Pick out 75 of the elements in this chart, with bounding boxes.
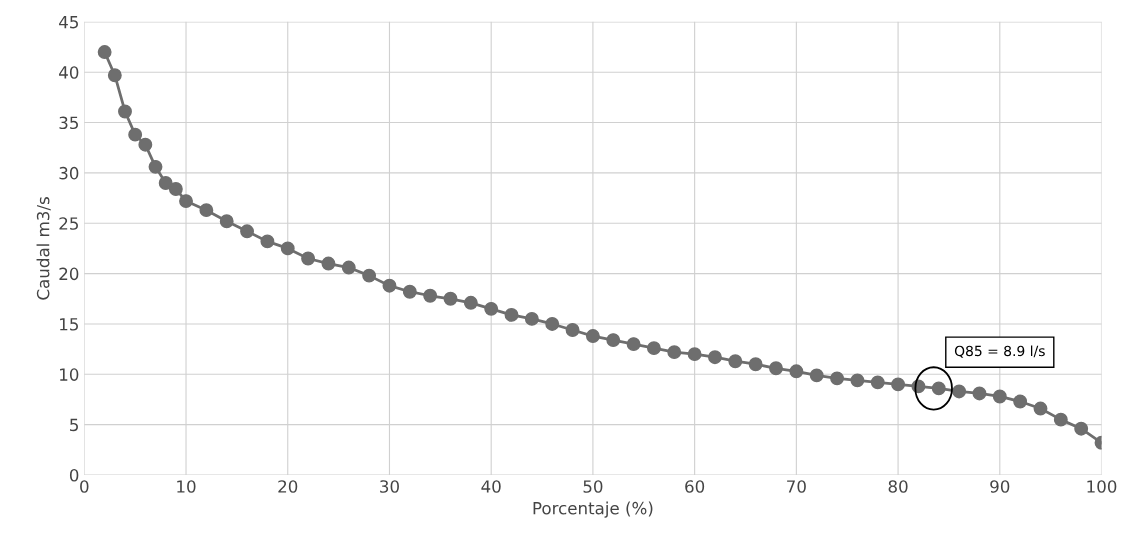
point bbox=[769, 361, 783, 376]
point bbox=[107, 68, 122, 83]
point bbox=[891, 377, 906, 392]
point bbox=[301, 251, 316, 266]
x-axis-title: Porcentaje (%) bbox=[533, 501, 653, 518]
point bbox=[626, 337, 641, 352]
point bbox=[504, 307, 519, 322]
point bbox=[687, 347, 702, 362]
point bbox=[168, 182, 183, 196]
point bbox=[972, 386, 987, 401]
point bbox=[423, 288, 438, 303]
point bbox=[545, 317, 560, 331]
point bbox=[1074, 421, 1089, 436]
point bbox=[830, 371, 844, 386]
y-tick-label: 15 bbox=[60, 318, 78, 331]
point bbox=[1053, 412, 1068, 427]
point bbox=[402, 284, 417, 299]
point bbox=[1033, 401, 1048, 416]
x-tick-label: 30 bbox=[380, 480, 399, 493]
y-axis-title: Caudal m3/s bbox=[36, 197, 51, 300]
point bbox=[199, 203, 214, 218]
x-tick-label: 100 bbox=[1087, 480, 1117, 493]
point bbox=[463, 295, 478, 310]
point bbox=[667, 345, 682, 360]
point bbox=[260, 234, 275, 249]
point bbox=[1013, 394, 1028, 409]
x-tick-label: 70 bbox=[787, 480, 806, 493]
point bbox=[158, 176, 173, 190]
point bbox=[484, 301, 499, 316]
point bbox=[870, 375, 885, 390]
y-tick-label: 30 bbox=[59, 166, 79, 180]
point bbox=[809, 368, 824, 383]
y-tick-label: 40 bbox=[59, 66, 79, 79]
y-tick-label: 5 bbox=[70, 418, 78, 432]
point bbox=[992, 389, 1007, 404]
point bbox=[280, 241, 295, 256]
point bbox=[321, 256, 336, 271]
y-tick-label: 10 bbox=[60, 368, 79, 381]
point bbox=[850, 373, 865, 388]
x-tick-label: 80 bbox=[888, 480, 908, 493]
point bbox=[179, 194, 193, 209]
y-tick-label: 0 bbox=[69, 468, 79, 482]
point bbox=[708, 350, 722, 365]
y-tick-label: 45 bbox=[59, 16, 78, 29]
point bbox=[138, 137, 153, 152]
x-tick-label: 20 bbox=[278, 480, 298, 493]
point bbox=[219, 214, 234, 229]
point bbox=[565, 323, 580, 337]
point bbox=[952, 384, 967, 399]
point bbox=[789, 364, 804, 379]
point bbox=[443, 291, 458, 306]
point bbox=[606, 333, 621, 348]
point bbox=[341, 260, 356, 275]
x-tick-label: 90 bbox=[990, 480, 1010, 493]
x-tick-label: 50 bbox=[583, 480, 603, 493]
point bbox=[728, 354, 743, 369]
y-tick-label: 25 bbox=[59, 217, 78, 230]
point bbox=[118, 104, 132, 119]
point bbox=[524, 311, 539, 326]
point bbox=[148, 159, 163, 174]
point bbox=[97, 45, 112, 59]
point bbox=[382, 278, 397, 293]
point bbox=[128, 127, 143, 142]
x-tick-label: 60 bbox=[685, 480, 705, 493]
x-tick-label: 0 bbox=[80, 480, 89, 493]
y-tick-label: 20 bbox=[59, 267, 79, 281]
y-tick-label: 35 bbox=[59, 116, 78, 130]
point bbox=[240, 224, 255, 239]
annotation: Q85 = 8.9 l/s bbox=[954, 345, 1045, 358]
point bbox=[748, 357, 763, 372]
x-tick-label: 40 bbox=[481, 480, 501, 493]
x-tick-label: 10 bbox=[177, 480, 196, 493]
point bbox=[585, 329, 600, 343]
point bbox=[362, 268, 377, 283]
point bbox=[646, 341, 661, 356]
